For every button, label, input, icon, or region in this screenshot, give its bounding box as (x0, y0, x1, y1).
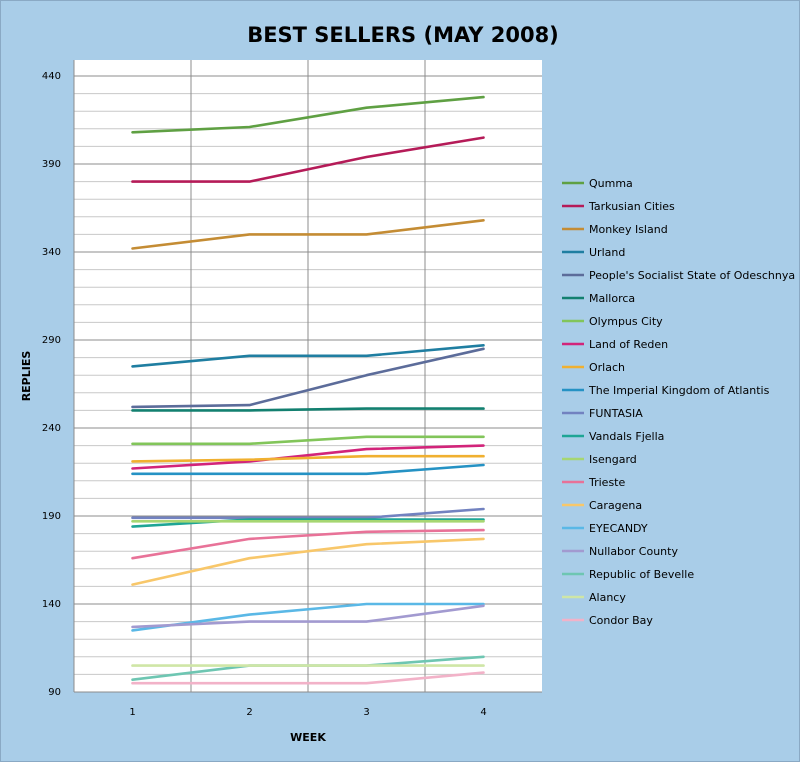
legend-label: Alancy (589, 591, 626, 604)
x-axis-title: WEEK (290, 731, 326, 744)
legend-item: Qumma (562, 177, 633, 190)
series-line (131, 343, 485, 368)
series-line (131, 219, 485, 250)
y-tick-label: 90 (48, 687, 61, 698)
series-line (131, 407, 485, 412)
x-tick-label: 4 (480, 707, 486, 718)
legend-label: Tarkusian Cities (588, 200, 675, 213)
legend-label: Trieste (588, 476, 625, 489)
x-axis-ticks: 1 2 3 4 (129, 707, 486, 718)
legend-item: FUNTASIA (562, 407, 643, 420)
legend-item: Orlach (562, 361, 625, 374)
y-tick-label: 240 (42, 423, 61, 434)
legend-label: The Imperial Kingdom of Atlantis (588, 384, 770, 397)
series-line (131, 518, 485, 528)
legend-item: Olympus City (562, 315, 663, 328)
legend-item: Caragena (562, 499, 642, 512)
series-line (131, 347, 485, 409)
legend-label: FUNTASIA (589, 407, 643, 420)
legend-label: Land of Reden (589, 338, 668, 351)
legend-item: Trieste (562, 476, 625, 489)
series-line (131, 602, 485, 632)
legend-item: People's Socialist State of Odeschnya (562, 269, 795, 282)
legend-label: Isengard (589, 453, 637, 466)
legend-label: Condor Bay (589, 614, 653, 627)
legend-label: EYECANDY (589, 522, 648, 535)
legend-label: Qumma (589, 177, 633, 190)
y-tick-label: 440 (42, 71, 61, 82)
legend-label: Republic of Bevelle (589, 568, 694, 581)
legend-item: EYECANDY (562, 522, 648, 535)
series-line (131, 435, 485, 446)
legend-item: Land of Reden (562, 338, 668, 351)
y-tick-label: 290 (42, 335, 61, 346)
x-tick-label: 3 (363, 707, 369, 718)
legend-item: The Imperial Kingdom of Atlantis (562, 384, 770, 397)
legend-item: Isengard (562, 453, 637, 466)
legend: Qumma Tarkusian Cities Monkey Island Urland… (562, 177, 795, 627)
series-line (131, 463, 485, 476)
legend-label: Caragena (589, 499, 642, 512)
legend-label: Vandals Fjella (589, 430, 664, 443)
legend-item: Nullabor County (562, 545, 678, 558)
series-line (131, 537, 485, 586)
series-line (131, 95, 485, 134)
legend-label: Nullabor County (589, 545, 678, 558)
legend-label: Olympus City (589, 315, 663, 328)
chart-title: BEST SELLERS (MAY 2008) (247, 23, 559, 47)
legend-label: Mallorca (589, 292, 635, 305)
series-line (131, 671, 485, 685)
y-axis-ticks: 90 140 190 240 290 340 390 440 (42, 71, 61, 698)
series-line (131, 528, 485, 560)
series-line (131, 454, 485, 463)
y-tick-label: 340 (42, 247, 61, 258)
legend-item: Tarkusian Cities (562, 200, 675, 213)
y-axis-title: REPLIES (20, 351, 33, 402)
y-tick-label: 140 (42, 599, 61, 610)
legend-label: Urland (589, 246, 625, 259)
legend-label: People's Socialist State of Odeschnya (589, 269, 795, 282)
legend-item: Condor Bay (562, 614, 653, 627)
x-tick-label: 2 (246, 707, 252, 718)
legend-item: Vandals Fjella (562, 430, 664, 443)
legend-item: Alancy (562, 591, 626, 604)
gridlines (73, 60, 542, 693)
legend-item: Urland (562, 246, 625, 259)
y-tick-label: 190 (42, 511, 61, 522)
legend-label: Monkey Island (589, 223, 668, 236)
legend-label: Orlach (589, 361, 625, 374)
legend-item: Republic of Bevelle (562, 568, 694, 581)
legend-item: Monkey Island (562, 223, 668, 236)
legend-item: Mallorca (562, 292, 635, 305)
series-lines (131, 95, 485, 685)
series-line (131, 507, 485, 520)
series-line (131, 444, 485, 470)
series-line (131, 136, 485, 183)
x-tick-label: 1 (129, 707, 135, 718)
y-tick-label: 390 (42, 159, 61, 170)
series-line (131, 604, 485, 629)
